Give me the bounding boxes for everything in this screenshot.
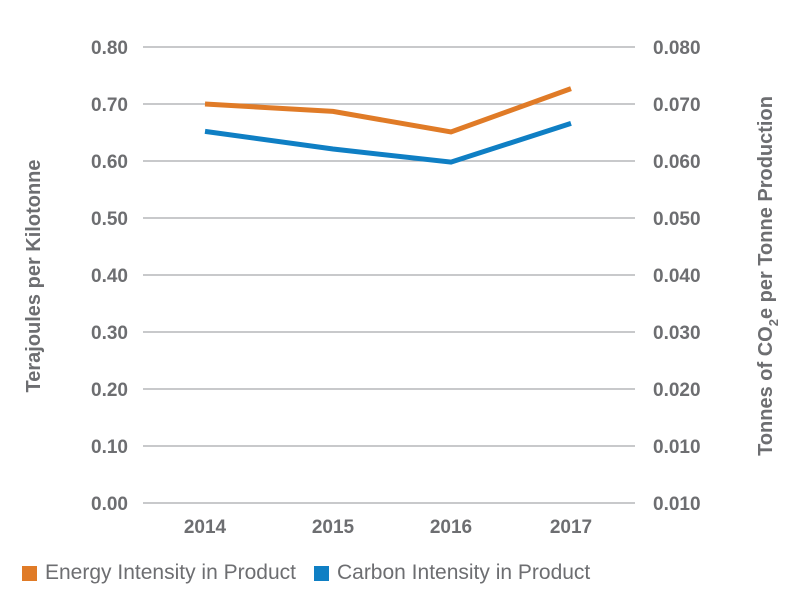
right-axis-title-part2: e per Tonne Production (755, 96, 777, 319)
legend: Energy Intensity in Product Carbon Inten… (22, 561, 608, 585)
left-axis-ticks: 0.00 0.10 0.20 0.30 0.40 0.50 0.60 0.70 0.80 (91, 38, 128, 515)
energy-intensity-line (204, 86, 572, 135)
left-tick-label: 0.30 (91, 323, 128, 344)
right-tick-label: 0.050 (653, 209, 701, 230)
x-tick-label: 2015 (312, 517, 355, 538)
left-tick-label: 0.60 (91, 152, 128, 173)
right-tick-label: 0.040 (653, 266, 701, 287)
x-axis-ticks: 2014 2015 2016 2017 (184, 517, 592, 538)
x-tick-label: 2017 (550, 517, 592, 538)
legend-label-energy: Energy Intensity in Product (45, 561, 296, 584)
legend-swatch-energy (22, 565, 37, 581)
left-tick-label: 0.20 (91, 380, 128, 401)
left-tick-label: 0.70 (91, 95, 128, 116)
right-axis-title-part1: Tonnes of CO (755, 326, 777, 456)
right-axis-ticks: 0.010 0.010 0.020 0.030 0.040 0.050 0.060 0.070… (653, 38, 701, 515)
x-tick-label: 2016 (430, 517, 472, 538)
legend-item-carbon: Carbon Intensity in Product (313, 561, 591, 585)
right-tick-label: 0.070 (653, 95, 701, 116)
right-tick-label: 0.020 (653, 380, 701, 401)
right-tick-label: 0.010 (653, 494, 701, 515)
left-tick-label: 0.00 (91, 494, 128, 515)
right-tick-label: 0.080 (653, 38, 701, 59)
right-axis-title-subscript: 2 (766, 319, 781, 326)
right-tick-label: 0.030 (653, 323, 701, 344)
left-tick-label: 0.40 (91, 266, 128, 287)
series-lines (204, 86, 572, 165)
left-tick-label: 0.80 (91, 38, 128, 59)
right-axis-title: Tonnes of CO2e per Tonne Production (755, 96, 781, 456)
legend-item-energy: Energy Intensity in Product (22, 561, 296, 585)
left-tick-label: 0.10 (91, 437, 128, 458)
left-axis-title: Terajoules per Kilotonne (23, 160, 45, 393)
legend-swatch-carbon (313, 565, 329, 581)
x-tick-label: 2014 (184, 517, 227, 538)
carbon-intensity-line (204, 121, 572, 165)
gridlines (143, 46, 635, 504)
legend-label-carbon: Carbon Intensity in Product (336, 561, 591, 584)
left-tick-label: 0.50 (91, 209, 128, 230)
chart: 0.00 0.10 0.20 0.30 0.40 0.50 0.60 0.70 0.80 0.0… (23, 38, 781, 538)
right-tick-label: 0.010 (653, 437, 701, 458)
right-tick-label: 0.060 (653, 152, 701, 173)
